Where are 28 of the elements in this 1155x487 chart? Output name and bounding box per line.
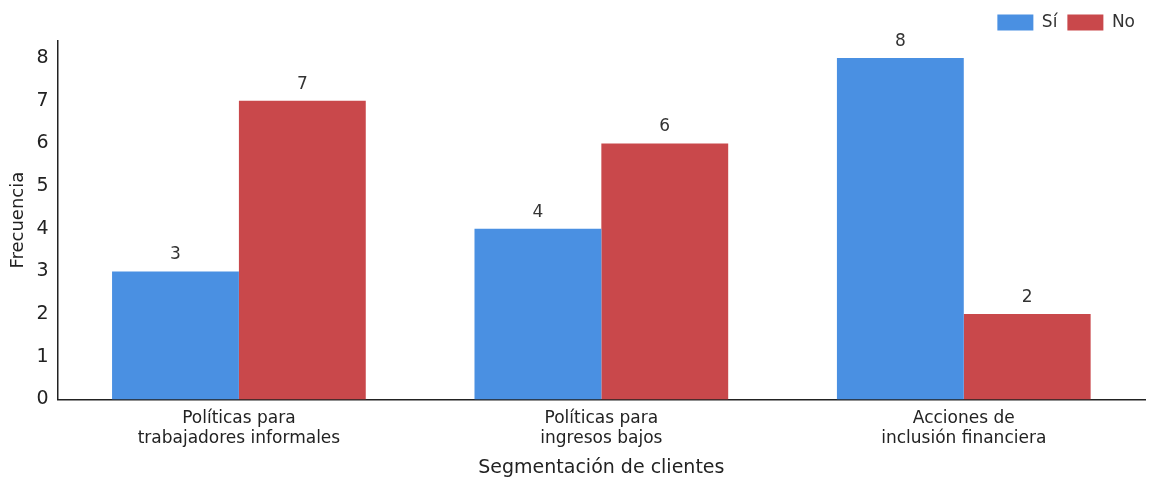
y-tick-label: 2 [36,301,49,323]
data-label: 6 [659,115,671,136]
x-tick-label: Acciones de inclusión financiera [881,407,1047,448]
x-axis-title: Segmentación de clientes [478,454,725,477]
y-tick-label: 7 [36,87,49,110]
y-tick-label: 8 [36,45,49,67]
x-tick-label: Políticas para trabajadores informales [137,407,341,448]
bar [601,143,729,400]
data-label: 2 [1021,285,1033,306]
legend-label: No [1111,10,1136,31]
legend-label: Sí [1041,10,1059,31]
bar [963,314,1091,400]
y-tick-label: 3 [36,258,49,281]
bar [238,100,366,400]
y-tick-label: 4 [36,215,49,238]
y-tick-label: 0 [36,386,49,409]
data-label: 3 [170,243,181,264]
bar [112,271,239,400]
data-label: 4 [532,200,544,221]
y-axis-title: Frecuencia [6,171,28,269]
bar [836,58,964,400]
y-tick-label: 6 [36,130,49,153]
y-tick-label: 5 [36,173,49,195]
data-label: 8 [894,29,906,50]
data-label: 7 [296,72,308,93]
bar [474,228,602,400]
y-tick-label: 1 [36,343,49,366]
x-tick-label: Políticas para ingresos bajos [540,407,663,448]
